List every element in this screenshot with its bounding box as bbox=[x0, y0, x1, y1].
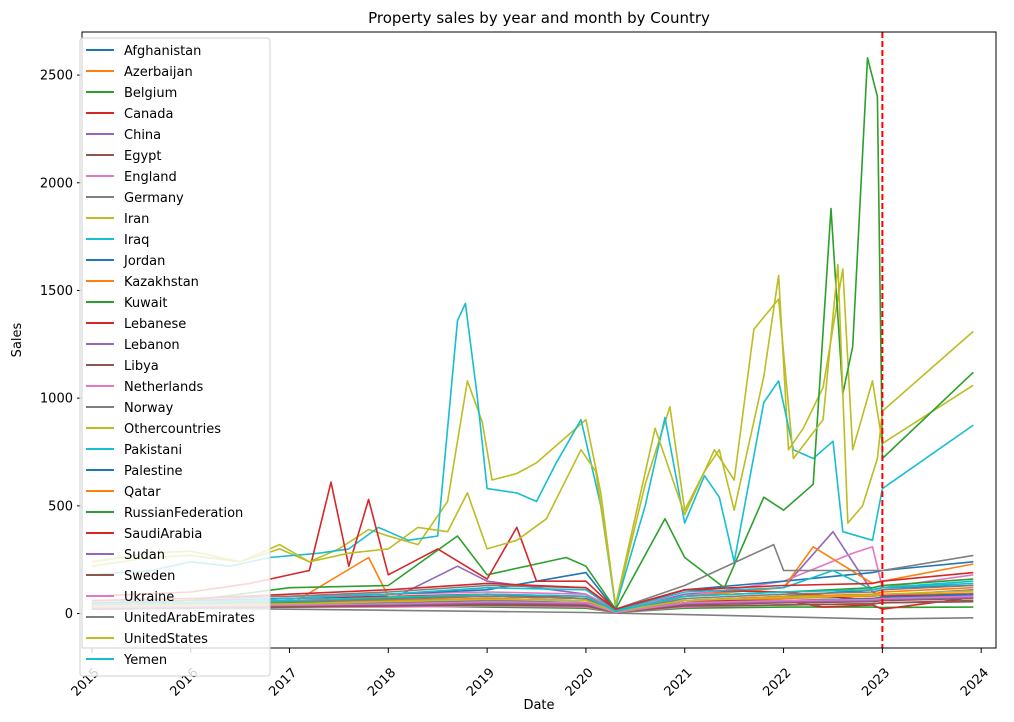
legend-label: Azerbaijan bbox=[124, 65, 193, 80]
y-axis-label: Sales bbox=[10, 322, 25, 357]
legend-label: Lebanese bbox=[124, 317, 186, 332]
y-axis: 0 500 1000 1500 2000 2500 bbox=[40, 69, 82, 622]
legend-label: China bbox=[124, 128, 161, 143]
series-line-Ukraine bbox=[91, 595, 974, 614]
y-tick-label: 1500 bbox=[40, 284, 73, 299]
x-tick-label: 2021 bbox=[662, 666, 696, 700]
legend-label: Germany bbox=[124, 191, 184, 206]
y-tick-label: 500 bbox=[48, 499, 73, 514]
legend-label: Palestine bbox=[124, 464, 183, 479]
x-tick-label: 2023 bbox=[859, 666, 893, 700]
series-line-Sweden bbox=[91, 600, 974, 614]
legend-label: Iran bbox=[124, 212, 149, 227]
y-tick-label: 0 bbox=[65, 607, 73, 622]
legend-label: England bbox=[124, 170, 177, 185]
legend-label: Ukraine bbox=[124, 590, 174, 605]
legend-label: Iraq bbox=[124, 233, 149, 248]
legend-label: UnitedArabEmirates bbox=[124, 611, 255, 626]
x-tick-label: 2018 bbox=[365, 666, 399, 700]
legend-label: Pakistani bbox=[124, 443, 182, 458]
series-line-UnitedArabEmirates bbox=[91, 584, 974, 613]
legend-label: Yemen bbox=[123, 653, 167, 668]
x-tick-label: 2022 bbox=[760, 666, 794, 700]
legend-label: Kuwait bbox=[124, 296, 167, 311]
x-tick-label: 2019 bbox=[464, 666, 498, 700]
chart-title: Property sales by year and month by Coun… bbox=[368, 9, 710, 27]
legend: Afghanistan Azerbaijan Belgium Canada China E… bbox=[79, 37, 271, 677]
x-tick-label: 2020 bbox=[563, 666, 597, 700]
legend-label: SaudiArabia bbox=[124, 527, 202, 542]
legend-label: Sudan bbox=[124, 548, 165, 563]
series-line-SaudiArabia bbox=[91, 571, 974, 610]
legend-label: Lebanon bbox=[124, 338, 180, 353]
y-tick-label: 2000 bbox=[40, 176, 73, 191]
series-line-Yemen bbox=[91, 582, 974, 613]
legend-label: Afghanistan bbox=[124, 44, 201, 59]
legend-label: Qatar bbox=[124, 485, 161, 500]
series-line-Iraq bbox=[91, 302, 974, 608]
y-tick-label: 1000 bbox=[40, 392, 73, 407]
legend-label: RussianFederation bbox=[124, 506, 243, 521]
legend-box bbox=[79, 37, 271, 677]
series-line-Kuwait bbox=[91, 57, 974, 610]
legend-label: Sweden bbox=[124, 569, 175, 584]
legend-label: Canada bbox=[124, 107, 173, 122]
legend-label: Othercountries bbox=[124, 422, 221, 437]
legend-label: UnitedStates bbox=[124, 632, 208, 647]
legend-label: Norway bbox=[124, 401, 174, 416]
x-tick-label: 2017 bbox=[266, 666, 300, 700]
series-line-Othercountries bbox=[91, 263, 974, 606]
series-line-UnitedStates bbox=[91, 590, 974, 613]
legend-label: Kazakhstan bbox=[124, 275, 199, 290]
series-layer bbox=[91, 57, 974, 620]
legend-label: Jordan bbox=[123, 254, 165, 269]
x-axis-label: Date bbox=[523, 698, 554, 713]
legend-label: Libya bbox=[124, 359, 159, 374]
legend-label: Netherlands bbox=[124, 380, 203, 395]
y-tick-label: 2500 bbox=[40, 69, 73, 84]
legend-label: Belgium bbox=[124, 86, 177, 101]
x-tick-label: 2024 bbox=[958, 666, 992, 700]
legend-label: Egypt bbox=[124, 149, 162, 164]
